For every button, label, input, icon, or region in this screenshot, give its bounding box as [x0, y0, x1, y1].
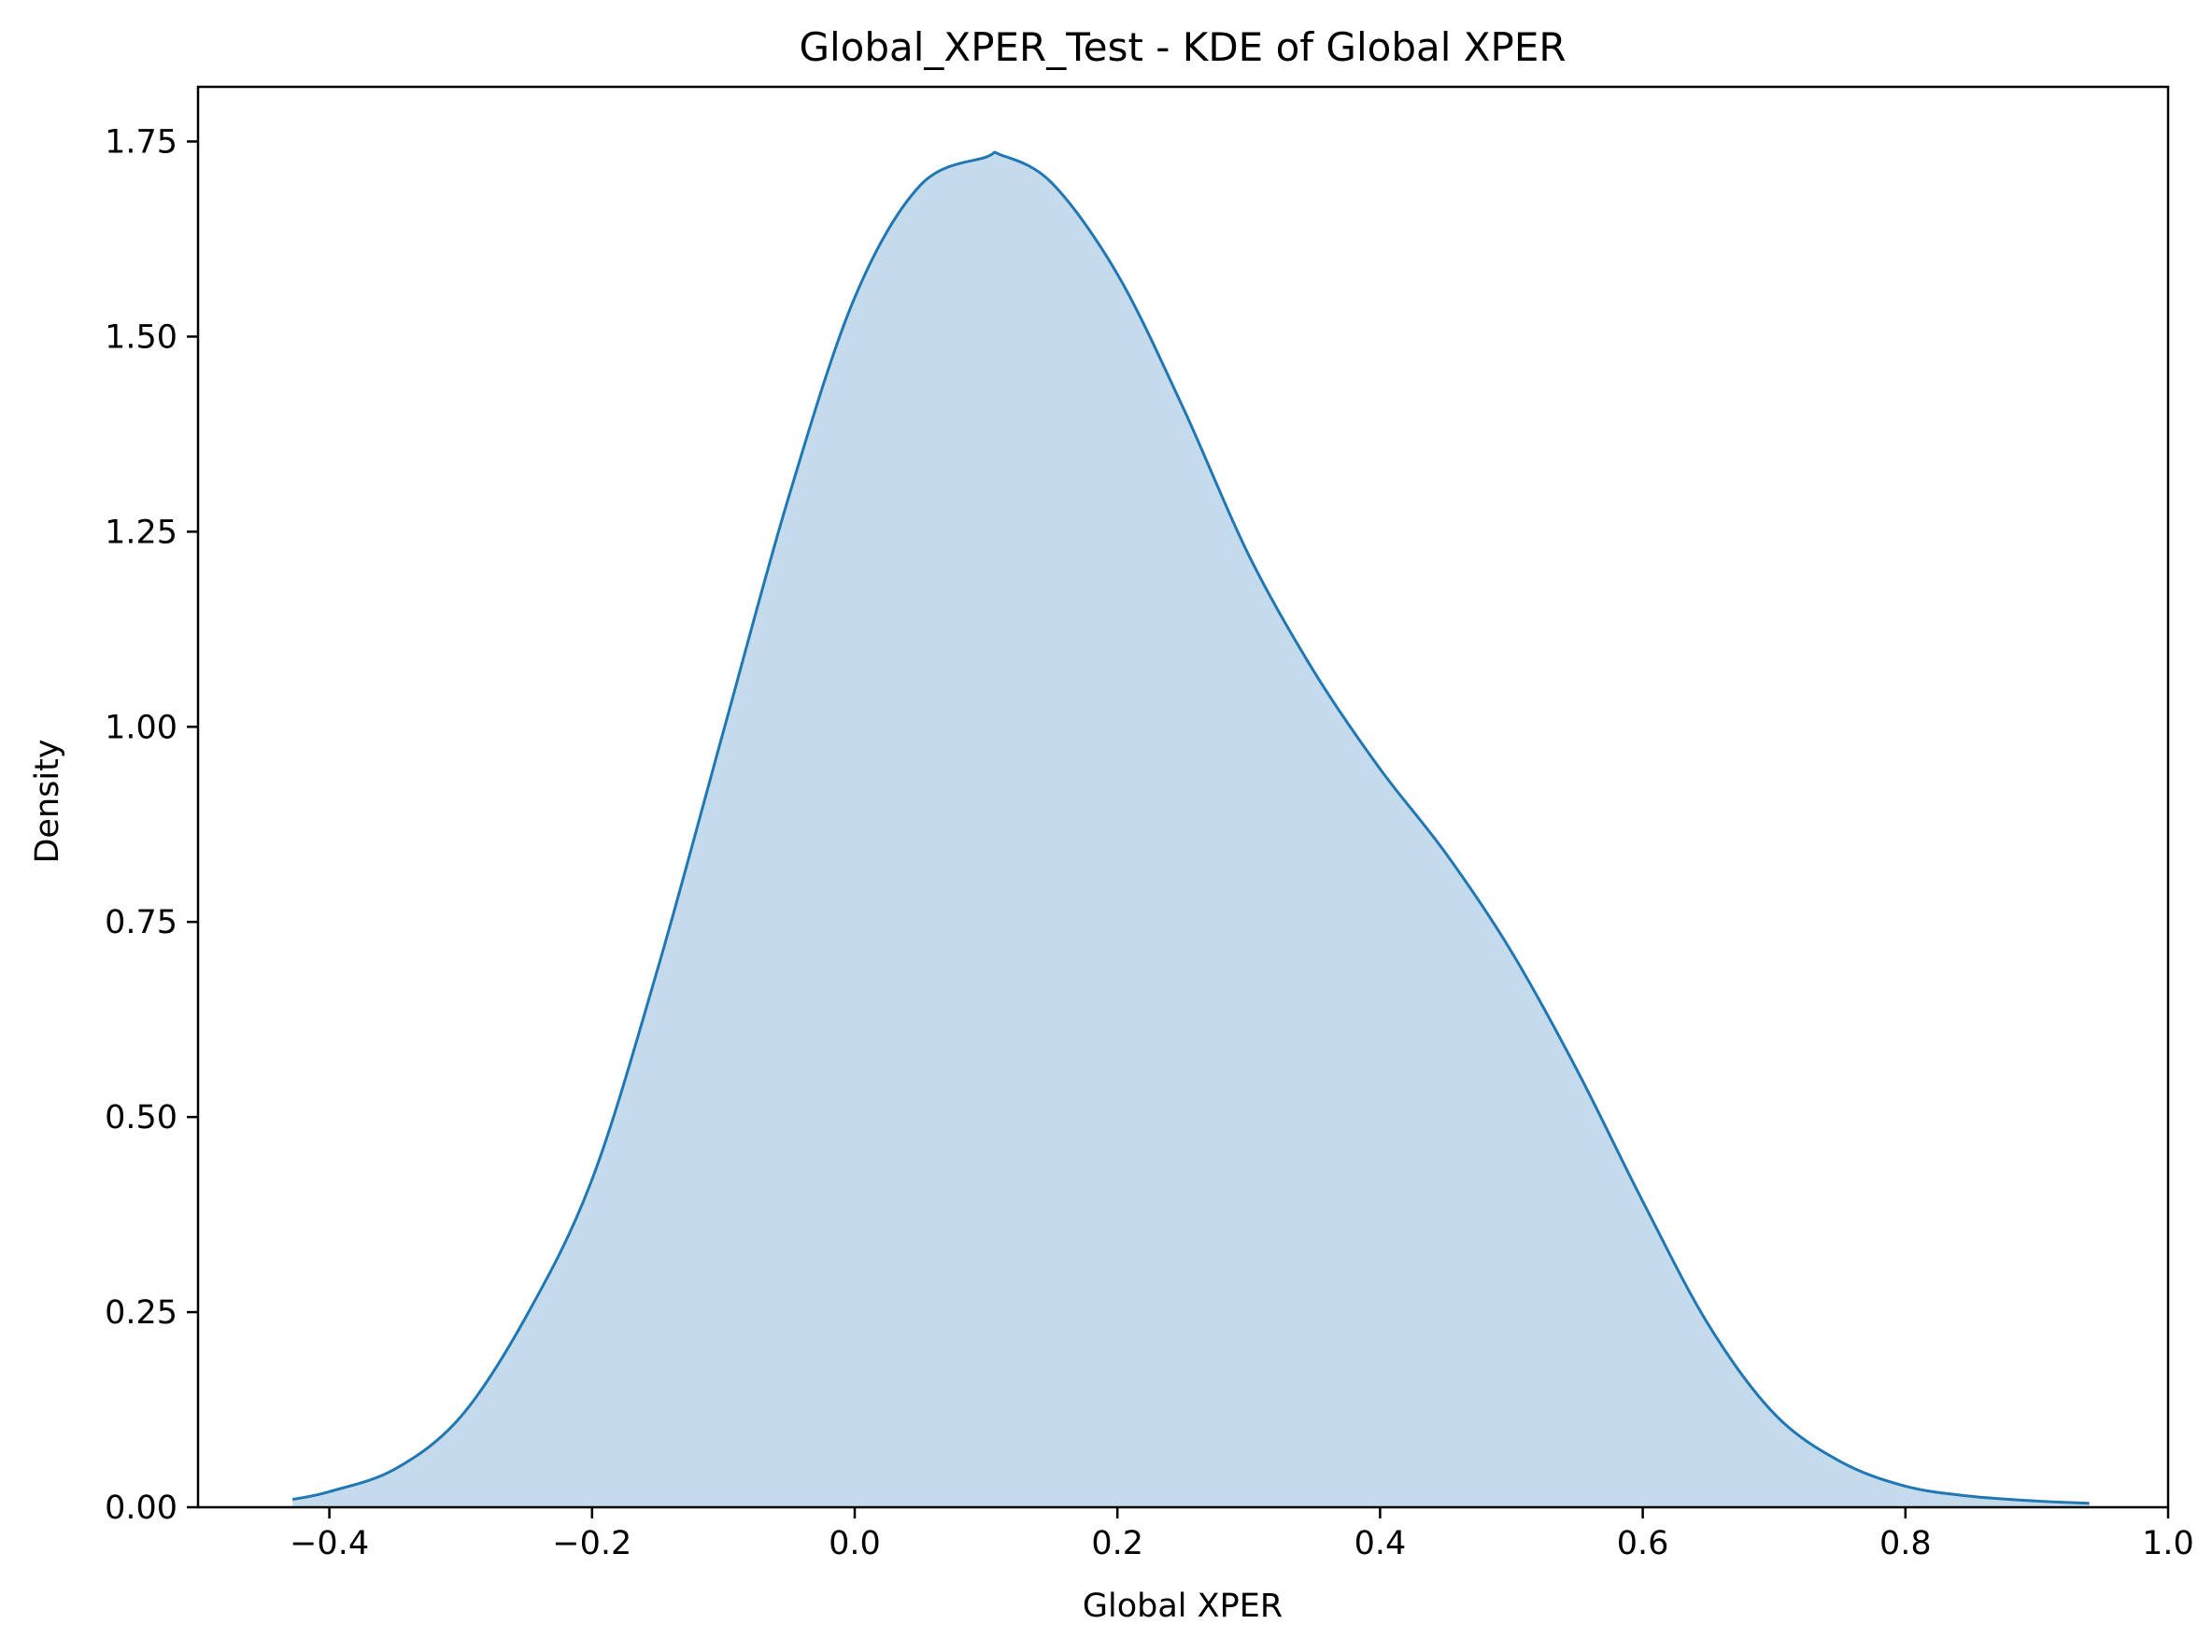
y-tick-label: 0.75	[105, 904, 177, 941]
x-tick-label: −0.4	[290, 1525, 369, 1562]
y-tick-label: 0.00	[105, 1490, 177, 1527]
x-tick-label: 0.4	[1354, 1525, 1407, 1562]
x-axis-label: Global XPER	[1083, 1588, 1283, 1625]
y-axis-label: Density	[29, 739, 66, 863]
y-tick-label: 0.50	[105, 1099, 177, 1137]
x-tick-label: 0.8	[1879, 1525, 1932, 1562]
chart-title: Global_XPER_Test - KDE of Global XPER	[799, 24, 1566, 70]
y-tick-label: 1.25	[105, 514, 177, 551]
x-axis: −0.4 −0.2 0.0 0.2 0.4 0.6 0.8 1.0	[290, 1507, 2194, 1562]
plot-area	[291, 150, 2090, 1507]
x-tick-label: 1.0	[2142, 1525, 2194, 1562]
kde-line	[291, 150, 2090, 1505]
y-axis: 0.00 0.25 0.50 0.75 1.00 1.25 1.50 1.75	[105, 124, 198, 1527]
kde-area-fill	[292, 152, 2090, 1507]
x-tick-label: 0.0	[829, 1525, 881, 1562]
y-tick-label: 1.75	[105, 124, 177, 162]
axes-frame	[196, 85, 2170, 1509]
x-tick-label: −0.2	[552, 1525, 631, 1562]
y-tick-label: 1.50	[105, 318, 177, 356]
y-tick-label: 1.00	[105, 709, 177, 746]
x-tick-label: 0.2	[1091, 1525, 1143, 1562]
y-tick-label: 0.25	[105, 1294, 177, 1332]
x-tick-label: 0.6	[1617, 1525, 1669, 1562]
